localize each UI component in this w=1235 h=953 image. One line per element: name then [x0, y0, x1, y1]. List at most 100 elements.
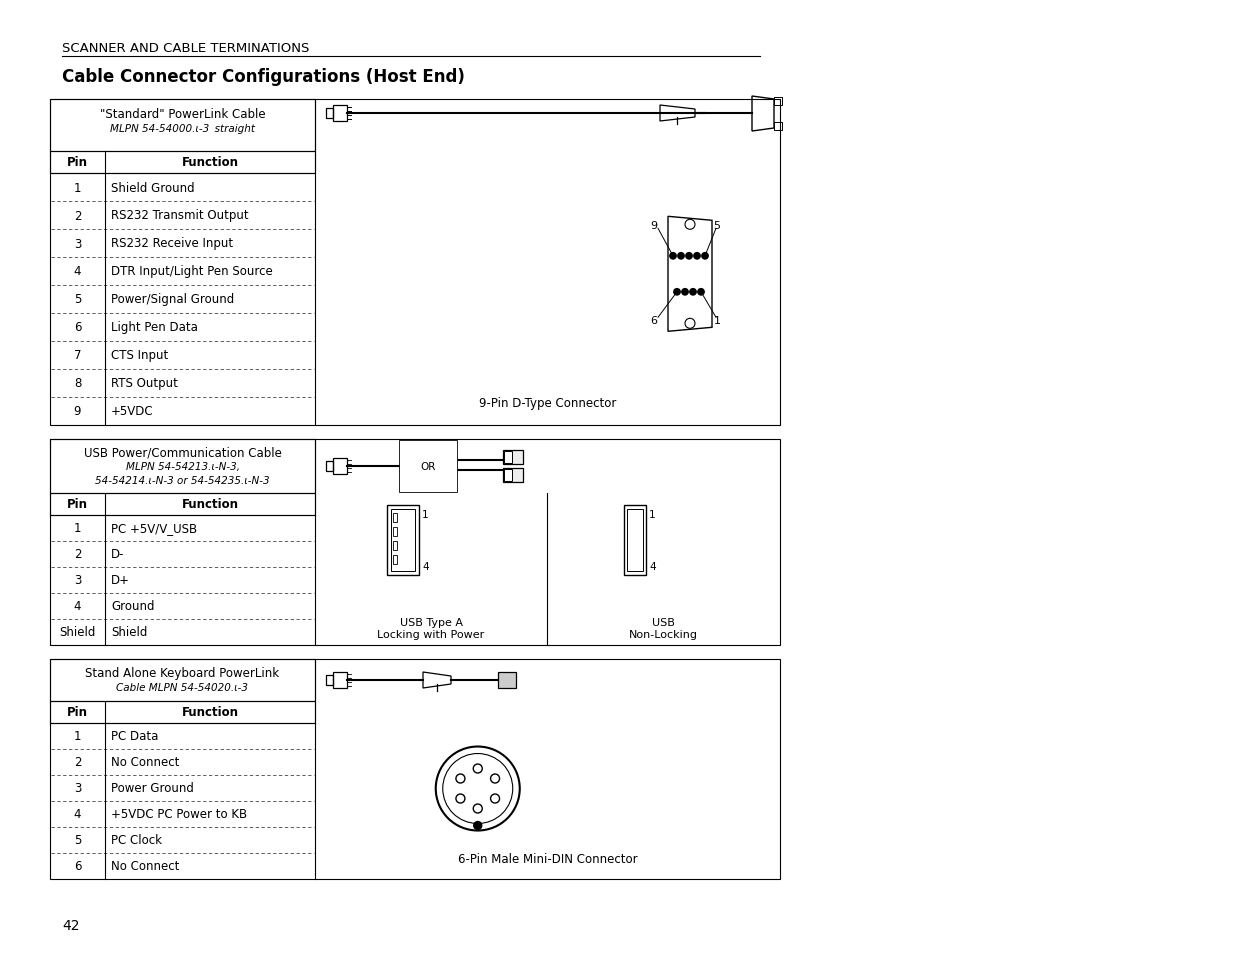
Text: Function: Function — [182, 706, 238, 719]
Bar — [498, 672, 516, 688]
Circle shape — [698, 290, 704, 295]
Text: Pin: Pin — [67, 498, 88, 511]
Text: Light Pen Data: Light Pen Data — [111, 321, 198, 335]
Bar — [393, 541, 398, 551]
Text: Cable Connector Configurations (Host End): Cable Connector Configurations (Host End… — [62, 68, 464, 86]
Text: 7: 7 — [74, 349, 82, 362]
Text: Power Ground: Power Ground — [111, 781, 194, 795]
Circle shape — [474, 821, 482, 830]
Text: 9-Pin D-Type Connector: 9-Pin D-Type Connector — [479, 397, 616, 410]
Circle shape — [685, 253, 692, 260]
Text: 5: 5 — [74, 834, 82, 846]
Text: MLPN 54-54213.ι-N-3,: MLPN 54-54213.ι-N-3, — [126, 461, 240, 472]
Text: 6: 6 — [74, 321, 82, 335]
Text: 5: 5 — [74, 294, 82, 306]
Bar — [49, 494, 315, 516]
Bar — [774, 98, 782, 106]
Text: 1: 1 — [74, 522, 82, 535]
Text: No Connect: No Connect — [111, 756, 179, 769]
Bar — [387, 505, 419, 576]
Bar — [49, 439, 315, 494]
Text: PC +5V/V_USB: PC +5V/V_USB — [111, 522, 198, 535]
Text: 3: 3 — [74, 237, 82, 251]
Text: Shield Ground: Shield Ground — [111, 181, 195, 194]
Text: 54-54214.ι-N-3 or 54-54235.ι-N-3: 54-54214.ι-N-3 or 54-54235.ι-N-3 — [95, 476, 269, 485]
Text: 1: 1 — [650, 510, 656, 519]
Bar — [504, 452, 513, 463]
Text: 1: 1 — [714, 316, 720, 326]
Circle shape — [674, 290, 680, 295]
Text: 9: 9 — [651, 221, 657, 231]
Text: USB Power/Communication Cable: USB Power/Communication Cable — [84, 447, 282, 459]
Circle shape — [682, 290, 688, 295]
Text: +5VDC PC Power to KB: +5VDC PC Power to KB — [111, 807, 247, 821]
Bar — [49, 100, 781, 426]
Text: 6: 6 — [651, 316, 657, 326]
Text: Function: Function — [182, 156, 238, 170]
Bar — [503, 469, 522, 482]
Text: 9: 9 — [74, 405, 82, 418]
Text: Ground: Ground — [111, 599, 154, 613]
Text: MLPN 54-54000.ι-3  straight: MLPN 54-54000.ι-3 straight — [110, 124, 254, 133]
Text: PC Data: PC Data — [111, 730, 158, 742]
Text: RS232 Receive Input: RS232 Receive Input — [111, 237, 233, 251]
Bar — [326, 109, 333, 119]
Text: 5: 5 — [714, 221, 720, 231]
Text: Power/Signal Ground: Power/Signal Ground — [111, 294, 235, 306]
Text: 1: 1 — [74, 181, 82, 194]
Text: 6: 6 — [74, 860, 82, 873]
Bar — [774, 123, 782, 131]
Text: Shield: Shield — [111, 626, 147, 639]
Bar — [326, 461, 333, 472]
Bar — [49, 659, 315, 701]
Text: "Standard" PowerLink Cable: "Standard" PowerLink Cable — [100, 108, 266, 121]
Text: Pin: Pin — [67, 156, 88, 170]
Text: 1: 1 — [422, 510, 429, 519]
Text: DTR Input/Light Pen Source: DTR Input/Light Pen Source — [111, 265, 273, 278]
Bar — [333, 672, 347, 688]
Text: No Connect: No Connect — [111, 860, 179, 873]
Text: 4: 4 — [74, 807, 82, 821]
Text: 3: 3 — [74, 574, 82, 587]
Bar — [49, 100, 315, 152]
Bar — [624, 505, 646, 576]
Text: Non-Locking: Non-Locking — [629, 629, 698, 639]
Bar — [627, 510, 643, 572]
Text: 6-Pin Male Mini-DIN Connector: 6-Pin Male Mini-DIN Connector — [458, 853, 637, 865]
Bar — [393, 514, 398, 522]
Text: Shield: Shield — [59, 626, 95, 639]
Text: 4: 4 — [650, 561, 656, 572]
Text: PC Clock: PC Clock — [111, 834, 162, 846]
Bar — [391, 510, 415, 572]
Bar — [504, 470, 513, 481]
Text: 2: 2 — [74, 210, 82, 222]
Circle shape — [690, 290, 697, 295]
Bar — [393, 527, 398, 537]
Bar — [333, 458, 347, 475]
Text: 2: 2 — [74, 756, 82, 769]
Text: 4: 4 — [422, 561, 429, 572]
Circle shape — [678, 253, 684, 260]
Text: Pin: Pin — [67, 706, 88, 719]
Bar — [49, 659, 781, 879]
Text: Function: Function — [182, 498, 238, 511]
Circle shape — [669, 253, 677, 260]
Bar — [333, 106, 347, 122]
Text: 1: 1 — [74, 730, 82, 742]
Text: CTS Input: CTS Input — [111, 349, 168, 362]
Bar — [49, 152, 315, 173]
Text: OR: OR — [420, 461, 436, 472]
Bar — [326, 676, 333, 685]
Text: Cable MLPN 54-54020.ι-3: Cable MLPN 54-54020.ι-3 — [116, 682, 248, 692]
Text: USB: USB — [652, 618, 674, 627]
Text: D-: D- — [111, 548, 125, 561]
Text: RTS Output: RTS Output — [111, 377, 178, 390]
Text: 3: 3 — [74, 781, 82, 795]
Text: 2: 2 — [74, 548, 82, 561]
Text: 42: 42 — [62, 918, 79, 932]
Circle shape — [701, 253, 708, 260]
Bar — [503, 451, 522, 464]
Circle shape — [694, 253, 700, 260]
Text: D+: D+ — [111, 574, 130, 587]
Text: 8: 8 — [74, 377, 82, 390]
